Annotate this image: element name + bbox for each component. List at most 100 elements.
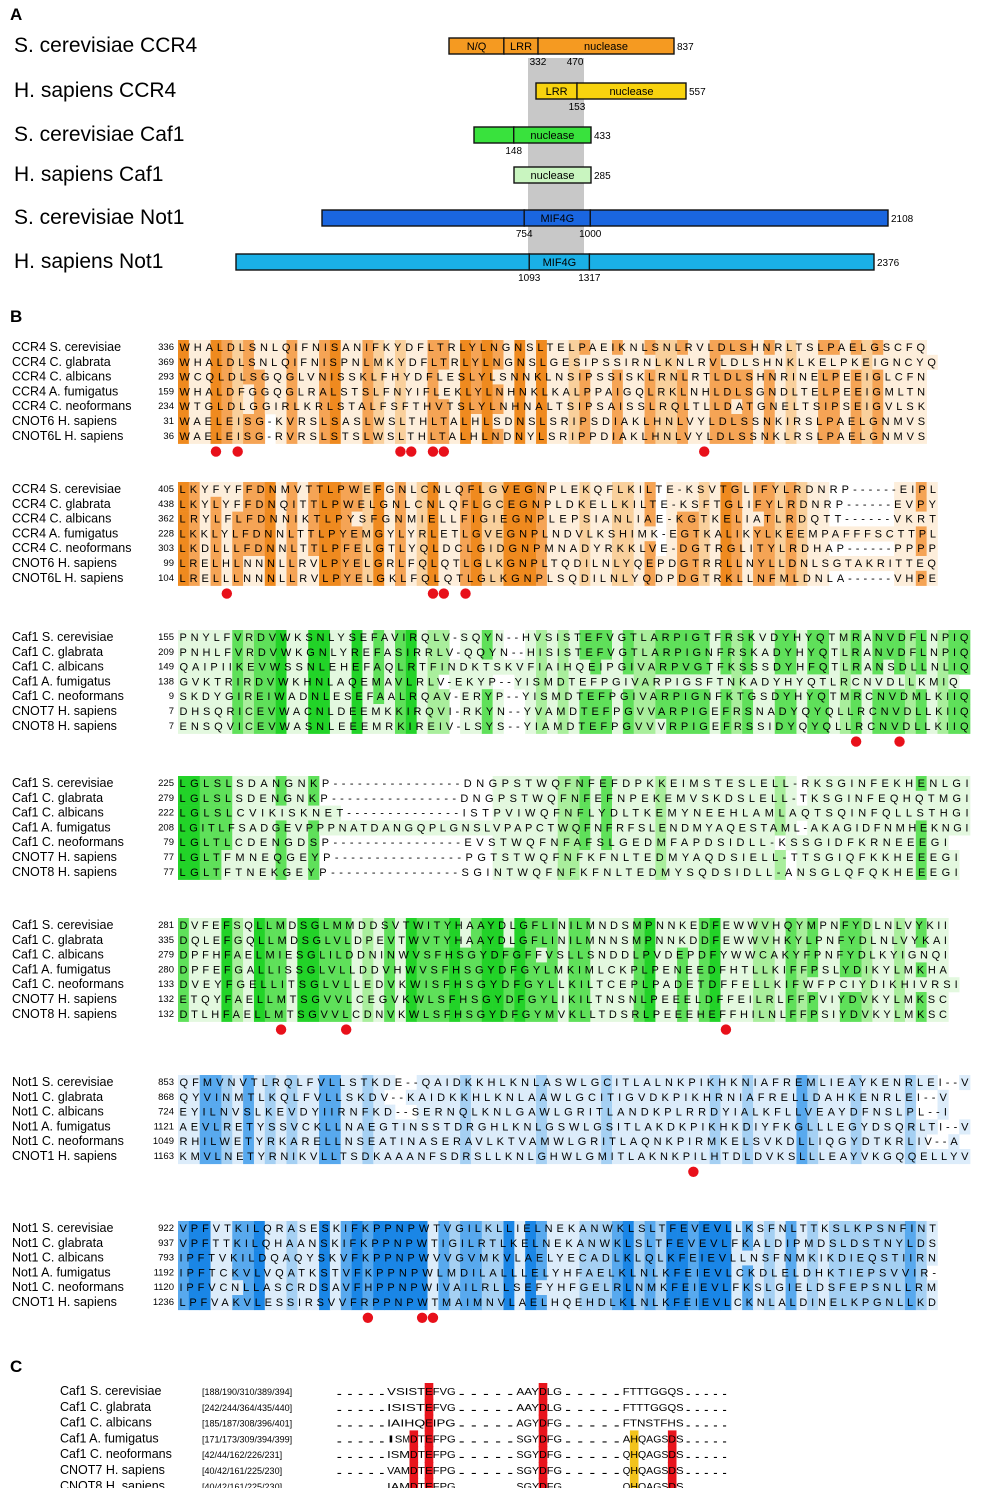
residue-cell [525, 850, 537, 866]
sequence-segment: ..... [334, 1387, 387, 1398]
residue-cell [666, 820, 678, 836]
residue-cell [894, 1235, 906, 1251]
residue-cell [709, 526, 721, 542]
residue-cell [340, 992, 352, 1008]
residue-cell [373, 556, 385, 572]
residue-cell [232, 1280, 244, 1296]
residue-cell [557, 1104, 569, 1120]
sequence-name: Not1 S. cerevisiae [12, 1075, 113, 1089]
residue-cell [221, 820, 233, 836]
residue-cell [850, 340, 862, 356]
residue-cell [883, 790, 895, 806]
residue-cell [763, 689, 776, 705]
residue-cell [709, 496, 721, 512]
residue-cell [612, 689, 624, 705]
residue-cell [677, 482, 689, 498]
residue-cell [568, 1235, 580, 1251]
residue-cell [373, 644, 385, 660]
residue-cell [579, 1075, 591, 1091]
residue-cell [839, 369, 851, 385]
residue-cell [178, 805, 190, 821]
residue-cell [904, 369, 917, 385]
residue-cell [959, 1075, 971, 1091]
residue-cell [622, 526, 634, 542]
residue-cell [601, 1089, 613, 1105]
sequence-segment: M [402, 1434, 410, 1445]
residue-cell [243, 399, 255, 415]
residue-cell [210, 630, 222, 646]
residue-cell [340, 1119, 352, 1135]
residue-cell [286, 674, 298, 690]
residue-cell [405, 526, 417, 542]
residue-cell [438, 1221, 450, 1237]
residue-cell [536, 835, 548, 851]
residue-cell [232, 526, 244, 542]
residue-cell [926, 962, 938, 978]
catalytic-residue-highlight [667, 1477, 677, 1488]
residue-cell [915, 414, 927, 430]
residue-cell [297, 790, 309, 806]
residue-cell [362, 962, 374, 978]
residue-cell [829, 1006, 841, 1022]
residue-cell [763, 805, 776, 821]
residue-cell [221, 864, 233, 880]
residue-cell [503, 1134, 515, 1150]
residue-cell [829, 977, 841, 993]
residue-cell [297, 1295, 309, 1311]
residue-cell [210, 790, 222, 806]
residue-cell [178, 864, 190, 880]
residue-cell [427, 1250, 439, 1266]
residue-cell [308, 790, 320, 806]
residue-cell [666, 977, 678, 993]
residue-cell [872, 918, 884, 934]
residue-cell [340, 511, 352, 527]
residue-cell [937, 1006, 949, 1022]
residue-cell [926, 674, 938, 690]
residue-cell [601, 918, 613, 934]
residue-cell [829, 805, 841, 821]
residue-cell [308, 1149, 320, 1165]
residue-cell [796, 1089, 808, 1105]
residue-cell [785, 1250, 797, 1266]
residue-cell [308, 835, 320, 851]
sequence-segment: D [668, 1450, 676, 1461]
residue-cell [915, 482, 927, 498]
sequence-segment: S [676, 1434, 684, 1445]
residue-cell [861, 1089, 873, 1105]
domain-label: N/Q [467, 41, 487, 53]
residue-cell [763, 790, 776, 806]
residue-cell [948, 1134, 960, 1150]
residue-cell [525, 496, 537, 512]
residue-cell [438, 384, 450, 400]
residue-cell [492, 805, 504, 821]
residue-cell [807, 947, 819, 963]
residue-cell [731, 776, 743, 792]
residue-cell [232, 541, 244, 557]
residue-cell [622, 776, 634, 792]
residue-cell [666, 864, 678, 880]
residue-cell [536, 1134, 548, 1150]
residue-cell [698, 864, 710, 880]
residue-cell [666, 835, 678, 851]
residue-cell [818, 1250, 830, 1266]
residue-cell [926, 1221, 938, 1237]
residue-cell [232, 918, 244, 934]
sequence-segment: D [668, 1482, 676, 1488]
residue-cell [579, 644, 591, 660]
residue-cell [329, 369, 342, 385]
residue-cell [753, 570, 765, 586]
residue-cell [633, 541, 645, 557]
residue-cell [253, 790, 266, 806]
residue-cell [687, 1134, 700, 1150]
catalytic-residue-highlight [629, 1462, 639, 1479]
residue-cell [243, 718, 255, 734]
residue-cell [753, 511, 765, 527]
residue-cell [351, 644, 363, 660]
residue-cell [297, 864, 309, 880]
residue-cell [590, 384, 602, 400]
residue-cell [698, 354, 710, 370]
residue-cell [221, 1250, 233, 1266]
residue-cell [850, 414, 862, 430]
conserved-residue-dot [340, 1024, 352, 1035]
residue-cell [666, 1134, 678, 1150]
